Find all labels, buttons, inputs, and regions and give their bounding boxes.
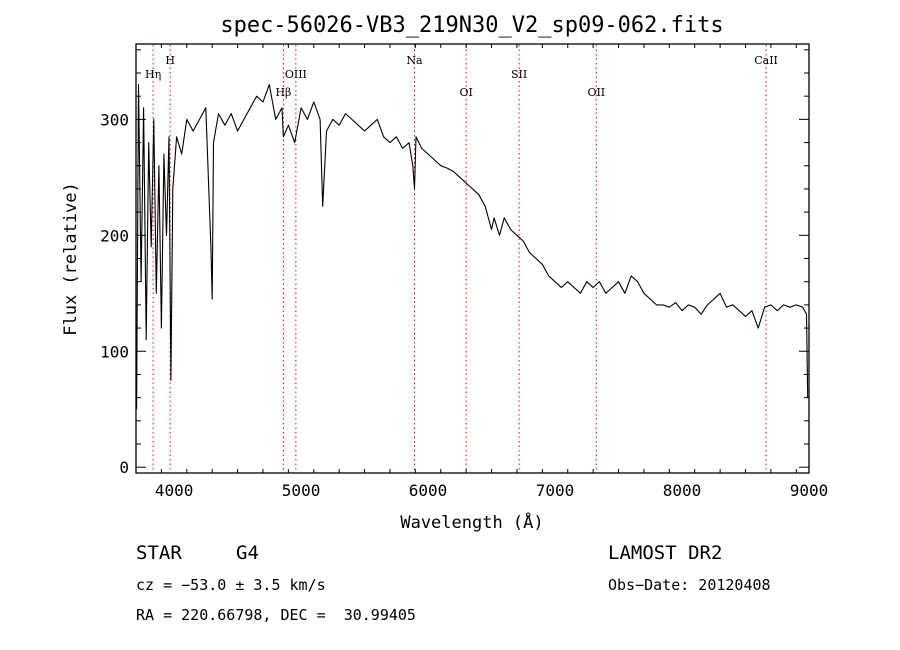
line-label-2: Hβ [275, 86, 291, 99]
emission-line-labels: Hη H Hβ OIII Na OI SII OII CaII [145, 54, 778, 99]
x-tick-label: 4000 [155, 481, 194, 500]
redshift-cz: cz = −53.0 ± 3.5 km/s [136, 576, 326, 594]
plot-frame [135, 43, 810, 474]
object-class: STAR [136, 542, 182, 564]
line-label-5: OI [459, 86, 472, 99]
line-label-8: CaII [754, 54, 778, 67]
x-tick-label: 9000 [790, 481, 829, 500]
line-label-6: SII [511, 68, 527, 81]
line-label-4: Na [406, 54, 423, 67]
x-tick-label: 7000 [536, 481, 575, 500]
x-axis-label: Wavelength (Å) [400, 511, 543, 533]
x-tick-label: 8000 [663, 481, 702, 500]
y-axis-label: Flux (relative) [61, 182, 81, 336]
line-label-3: OIII [285, 68, 307, 81]
x-axis: 4000 5000 6000 7000 8000 9000 [135, 44, 829, 500]
chart-title: spec-56026-VB3_219N30_V2_sp09-062.fits [220, 13, 723, 38]
y-axis: 0 100 200 300 [100, 49, 809, 477]
y-tick-label: 300 [100, 110, 129, 129]
ra-dec-coordinates: RA = 220.66798, DEC = 30.99405 [136, 606, 416, 624]
emission-line-markers [152, 45, 767, 472]
line-label-1: H [165, 54, 175, 67]
x-tick-label: 6000 [409, 481, 448, 500]
line-label-7: OII [587, 86, 605, 99]
y-tick-label: 0 [119, 458, 129, 477]
y-tick-label: 100 [100, 342, 129, 361]
spectrum-line [136, 84, 809, 410]
line-label-0: Hη [145, 68, 161, 81]
y-tick-label: 200 [100, 226, 129, 245]
survey-name: LAMOST DR2 [608, 542, 723, 564]
observation-date: Obs−Date: 20120408 [608, 576, 771, 594]
spectral-subclass: G4 [236, 542, 259, 564]
x-tick-label: 5000 [282, 481, 321, 500]
